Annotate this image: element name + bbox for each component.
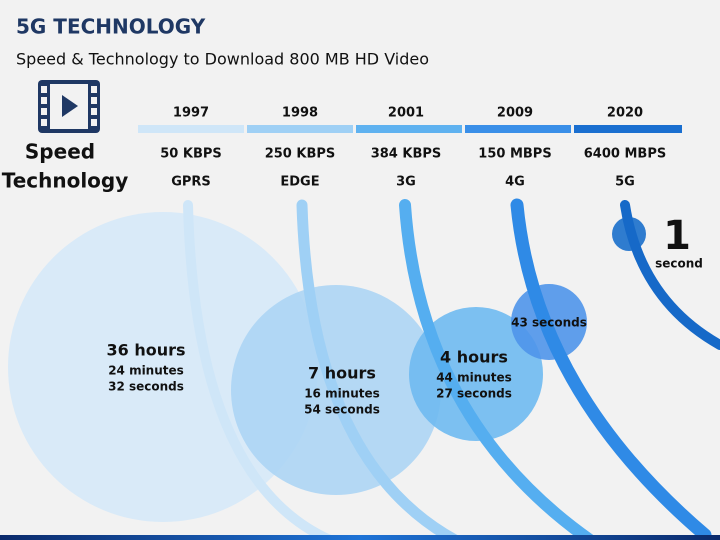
- time-main: 4 hours: [440, 348, 508, 367]
- time-detail: 54 seconds: [304, 403, 380, 417]
- time-detail: 27 seconds: [436, 387, 512, 401]
- technology: 4G: [505, 175, 525, 190]
- row-label: Technology: [2, 169, 129, 193]
- time-main: 1: [663, 213, 691, 259]
- time-detail: 44 minutes: [436, 371, 512, 385]
- circle: [409, 307, 543, 441]
- arc: [620, 200, 720, 350]
- time-main: 7 hours: [308, 364, 376, 383]
- video-icon: [38, 80, 100, 133]
- speed: 150 MBPS: [478, 147, 551, 162]
- time-main: 36 hours: [106, 341, 185, 360]
- speed: 250 KBPS: [265, 147, 336, 162]
- subtitle: Speed & Technology to Download 800 MB HD…: [16, 50, 429, 69]
- technology: EDGE: [280, 175, 319, 190]
- year: 2020: [607, 106, 643, 121]
- time-detail: 32 seconds: [108, 380, 184, 394]
- speed: 50 KBPS: [160, 147, 222, 162]
- year: 1997: [173, 106, 209, 121]
- year: 1998: [282, 106, 318, 121]
- technology: GPRS: [171, 175, 211, 190]
- footer-strip: [0, 535, 720, 540]
- time-detail: second: [655, 257, 703, 271]
- time-main: 43 seconds: [511, 316, 587, 330]
- arc: [510, 198, 712, 540]
- title: 5G TECHNOLOGY: [16, 15, 206, 39]
- row-label: Speed: [25, 140, 95, 164]
- timeline-segment: [138, 125, 244, 133]
- timeline-segment: [574, 125, 682, 133]
- timeline-segment: [247, 125, 353, 133]
- year: 2009: [497, 106, 533, 121]
- arc: [296, 199, 461, 540]
- arc: [183, 200, 335, 540]
- technology: 5G: [615, 175, 635, 190]
- timeline-segment: [465, 125, 571, 133]
- arc: [399, 199, 596, 540]
- time-detail: 16 minutes: [304, 387, 380, 401]
- timeline-segment: [356, 125, 462, 133]
- speed: 384 KBPS: [371, 147, 442, 162]
- time-detail: 24 minutes: [108, 364, 184, 378]
- year: 2001: [388, 106, 424, 121]
- speed: 6400 MBPS: [584, 147, 666, 162]
- technology: 3G: [396, 175, 416, 190]
